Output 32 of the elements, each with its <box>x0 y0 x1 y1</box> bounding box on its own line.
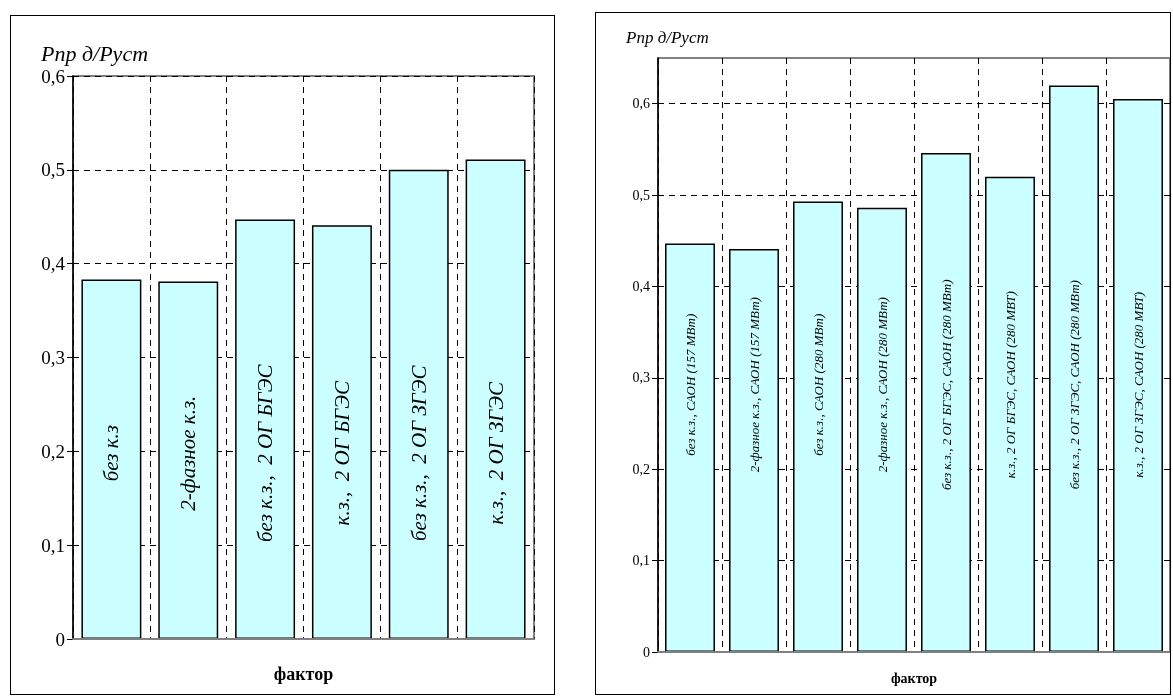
x-tick-label: без к.з., 2 ОГ ЗГЭС, САОН (280 МВт) <box>1066 280 1082 490</box>
x-tick-label: без к.з <box>99 425 124 482</box>
y-tick-label: 0,4 <box>632 278 650 294</box>
x-tick-label: без к.з., САОН (280 МВт) <box>810 313 826 456</box>
x-tick-label: к.з., 2 ОГ БГЭС <box>329 379 354 526</box>
x-tick-label: без к.з., 2 ОГ БГЭС, САОН (280 МВт) <box>938 279 954 490</box>
x-tick-label: без к.з., 2 ОГ ЗГЭС <box>406 364 431 541</box>
y-tick-label: 0 <box>643 644 650 660</box>
y-tick-label: 0,1 <box>41 534 65 556</box>
y-tick-label: 0 <box>55 628 65 650</box>
y-tick-label: 0,6 <box>632 96 650 112</box>
x-tick-label: 2-фазное к.з., САОН (157 МВт) <box>746 297 762 473</box>
y-axis-title: Рпр д/Руст <box>625 28 709 47</box>
x-axis-title: фактор <box>890 670 938 686</box>
y-tick-label: 0,5 <box>41 159 65 181</box>
x-tick-label: к.з., 2 ОГ БГЭС, САОН (280 МВТ) <box>1002 291 1018 479</box>
y-tick-label: 0,3 <box>41 347 65 368</box>
y-axis-title: Рпр д/Руст <box>40 40 149 66</box>
y-tick-label: 0,3 <box>632 370 650 386</box>
y-tick-label: 0,5 <box>632 187 650 203</box>
x-axis-title: фактор <box>273 663 334 684</box>
y-tick-label: 0,2 <box>632 461 650 477</box>
y-tick-label: 0,2 <box>41 440 65 462</box>
y-tick-label: 0,4 <box>41 253 66 275</box>
x-tick-label: к.з., 2 ОГ ЗГЭС, САОН (280 МВТ) <box>1130 291 1146 478</box>
x-tick-label: к.з., 2 ОГ ЗГЭС <box>483 380 508 525</box>
y-tick-label: 0,6 <box>41 65 65 87</box>
x-tick-label: без к.з., 2 ОГ БГЭС <box>253 363 278 542</box>
y-tick-label: 0,1 <box>632 553 650 569</box>
x-tick-label: без к.з., САОН (157 МВт) <box>682 313 698 456</box>
x-tick-label: 2-фазное к.з. <box>176 395 201 511</box>
x-tick-label: 2-фазное к.з., САОН (280 МВт) <box>874 297 890 473</box>
